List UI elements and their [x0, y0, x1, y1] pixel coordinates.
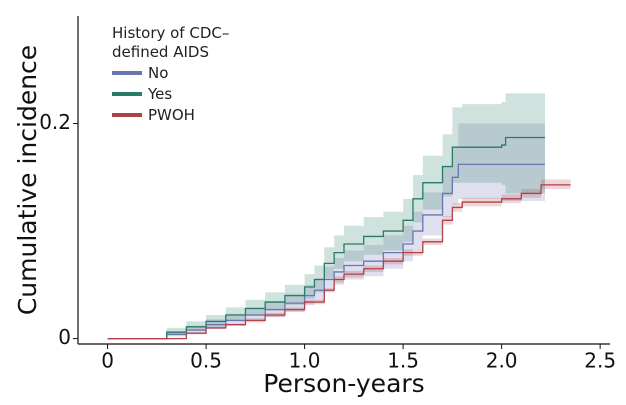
legend-swatch — [112, 91, 142, 96]
x-axis-label: Person-years — [263, 369, 424, 398]
step-line — [107, 163, 545, 340]
step-line — [107, 184, 571, 340]
x-tick-label: 0.5 — [190, 349, 222, 373]
legend-swatch — [112, 70, 142, 75]
x-tick-label: 2.0 — [486, 349, 518, 373]
y-tick-label: 0.2 — [39, 110, 71, 134]
legend-title: History of CDC–defined AIDS — [112, 24, 230, 61]
x-tick-label: 1.5 — [387, 349, 419, 373]
x-tick-label: 2.5 — [584, 349, 616, 373]
step-line — [107, 136, 545, 340]
legend-label: PWOH — [148, 105, 195, 124]
legend-entry: No — [112, 62, 252, 83]
legend-label: No — [148, 63, 169, 82]
x-tick-label: 0 — [101, 349, 114, 373]
legend-entry: PWOH — [112, 104, 252, 125]
legend-label: Yes — [148, 84, 173, 103]
confidence-band — [107, 179, 571, 339]
legend-swatch — [112, 112, 142, 117]
plot-area — [107, 93, 571, 340]
x-tick-label: 1.0 — [289, 349, 321, 373]
legend: History of CDC–defined AIDS No Yes PWOH — [112, 24, 252, 125]
y-axis-label: Cumulative incidence — [13, 45, 42, 315]
legend-entry: Yes — [112, 83, 252, 104]
confidence-band — [107, 93, 545, 339]
y-tick-label: 0 — [58, 325, 71, 349]
